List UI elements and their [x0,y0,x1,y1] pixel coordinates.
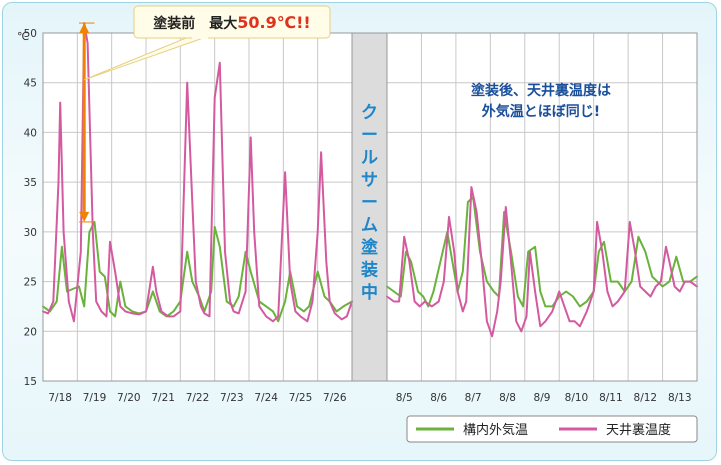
x-tick-label: 8/12 [634,392,658,404]
callout-before-value: 50.9℃!! [237,13,310,32]
series-line-attic-before [42,22,353,323]
x-tick-label: 8/5 [396,392,413,404]
plot-border [386,32,698,382]
x-tick-label: 7/22 [186,392,210,404]
y-tick-label: 45 [24,78,37,90]
x-tick-label: 7/19 [83,392,107,404]
y-tick-label: 50 [24,28,37,40]
series-line-outdoor-before [42,220,353,323]
y-axis: ℃ 15 20 25 30 35 40 45 50 [17,28,37,388]
legend-label-attic: 天井裏温度 [606,422,671,438]
y-tick-label: 40 [24,127,37,139]
callout-before-text: 塗装前 最大50.9℃!! [153,13,310,32]
x-axis: 7/18 7/19 7/20 7/21 7/22 7/23 7/24 7/25 7/26 8/5 8… [48,392,691,404]
x-tick-label: 7/25 [289,392,313,404]
y-tick-label: 20 [24,326,37,338]
x-tick-label: 8/8 [499,392,516,404]
x-tick-label: 7/18 [48,392,72,404]
coating-period-divider: クールサーム塗装中 [351,32,388,382]
x-tick-label: 7/20 [117,392,141,404]
series-line-outdoor-after [386,196,698,308]
x-tick-label: 8/10 [565,392,589,404]
legend: 構内外気温 天井裏温度 [406,415,698,443]
callout-before-prefix: 塗装前 最大 [153,15,237,32]
range-arrow-head-down [79,211,90,222]
legend-box [406,415,698,443]
y-tick-label: 30 [24,227,37,239]
y-unit-label: ℃ [17,30,29,43]
y-tick-label: 15 [24,376,37,388]
x-tick-label: 8/11 [599,392,623,404]
plot-area-before [42,32,353,382]
x-tick-label: 7/21 [151,392,175,404]
legend-label-outdoor: 構内外気温 [463,422,528,438]
range-arrow-head-up [79,23,90,34]
divider-band [351,32,388,382]
y-tick-label: 25 [24,277,37,289]
series-line-attic-after [386,186,698,338]
x-tick-label: 8/13 [668,392,692,404]
callout-before-box [133,5,331,39]
x-tick-label: 7/26 [323,392,347,404]
x-tick-label: 8/9 [534,392,551,404]
x-tick-label: 7/24 [254,392,278,404]
callout-after-line1: 塗装後、天井裏温度は [471,82,611,99]
x-tick-label: 7/23 [220,392,244,404]
x-tick-label: 8/7 [465,392,482,404]
divider-label: クールサーム塗装中 [360,103,379,303]
x-tick-label: 8/6 [430,392,447,404]
callout-after-line2: 外気温とほぼ同じ! [482,103,600,120]
y-tick-label: 35 [24,177,37,189]
